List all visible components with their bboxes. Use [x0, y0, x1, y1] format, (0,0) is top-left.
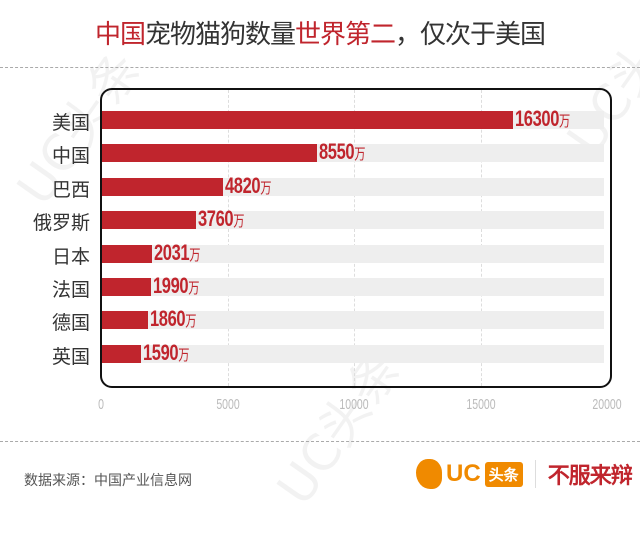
bar-track: [101, 311, 604, 330]
squirrel-icon: [416, 459, 442, 489]
value-unit: 万: [185, 313, 197, 331]
slogan: 不服来辩: [547, 464, 633, 489]
bar: [101, 144, 318, 163]
bar-track: [101, 344, 604, 363]
bar: [101, 278, 152, 296]
brand-logo: UC 头条 不服来辩: [416, 458, 633, 490]
value-number: 4820: [224, 172, 261, 198]
value-label: 1860万: [150, 306, 196, 332]
category-label: 中国: [51, 145, 90, 168]
value-label: 1590万: [143, 340, 189, 366]
category-label: 日本: [51, 245, 90, 268]
value-number: 8550: [319, 139, 355, 165]
value-unit: 万: [559, 113, 571, 130]
bar: [101, 311, 149, 330]
category-label: 英国: [51, 345, 90, 368]
bar-track: [101, 278, 604, 296]
logo-toutiao: 头条: [484, 461, 523, 487]
chart-frame: [100, 88, 612, 388]
x-tick-label: 0: [98, 396, 104, 413]
value-label: 8550万: [319, 139, 365, 165]
gridline: [480, 90, 482, 386]
bar: [101, 111, 514, 129]
value-unit: 万: [233, 213, 245, 231]
value-unit: 万: [354, 146, 366, 164]
divider: [0, 441, 640, 442]
logo-separator: [534, 460, 536, 488]
value-label: 3760万: [198, 206, 244, 232]
title-highlight: 世界第二: [295, 20, 396, 50]
page-title: 中国宠物猫狗数量世界第二，仅次于美国: [0, 14, 640, 51]
bar-track: [101, 177, 604, 196]
category-label: 法国: [51, 279, 90, 301]
value-number: 1860: [150, 306, 186, 332]
title-text: ，仅次于美国: [395, 20, 546, 50]
data-source: 数据来源：中国产业信息网: [24, 473, 192, 489]
category-label: 德国: [51, 312, 90, 335]
bar: [101, 344, 142, 363]
value-label: 4820万: [225, 173, 271, 199]
value-unit: 万: [188, 280, 200, 297]
bar: [101, 244, 153, 263]
x-tick-label: 10000: [339, 396, 369, 413]
category-label: 巴西: [51, 178, 90, 201]
bar-track: [101, 244, 604, 263]
value-unit: 万: [178, 346, 190, 364]
divider: [0, 67, 640, 68]
value-label: 1990万: [153, 273, 199, 299]
x-tick-label: 20000: [592, 396, 622, 413]
x-tick-label: 15000: [465, 396, 496, 413]
bar-track: [101, 211, 604, 230]
value-number: 2031: [154, 239, 190, 265]
gridline: [354, 90, 355, 386]
value-unit: 万: [189, 246, 201, 264]
value-label: 16300万: [515, 106, 570, 132]
bar: [101, 211, 197, 230]
gridline: [227, 90, 229, 386]
value-unit: 万: [260, 179, 272, 197]
title-text: 宠物猫狗数量: [144, 20, 296, 50]
value-number: 3760: [198, 206, 234, 232]
value-number: 16300: [515, 106, 560, 131]
title-highlight: 中国: [94, 20, 146, 50]
value-label: 2031万: [154, 240, 200, 266]
category-label: 俄罗斯: [32, 212, 90, 235]
value-number: 1590: [143, 339, 179, 365]
value-number: 1990: [153, 273, 189, 298]
x-tick-label: 5000: [215, 396, 240, 413]
logo-uc: UC: [446, 460, 481, 487]
bar: [101, 177, 223, 196]
category-label: 美国: [51, 112, 90, 134]
